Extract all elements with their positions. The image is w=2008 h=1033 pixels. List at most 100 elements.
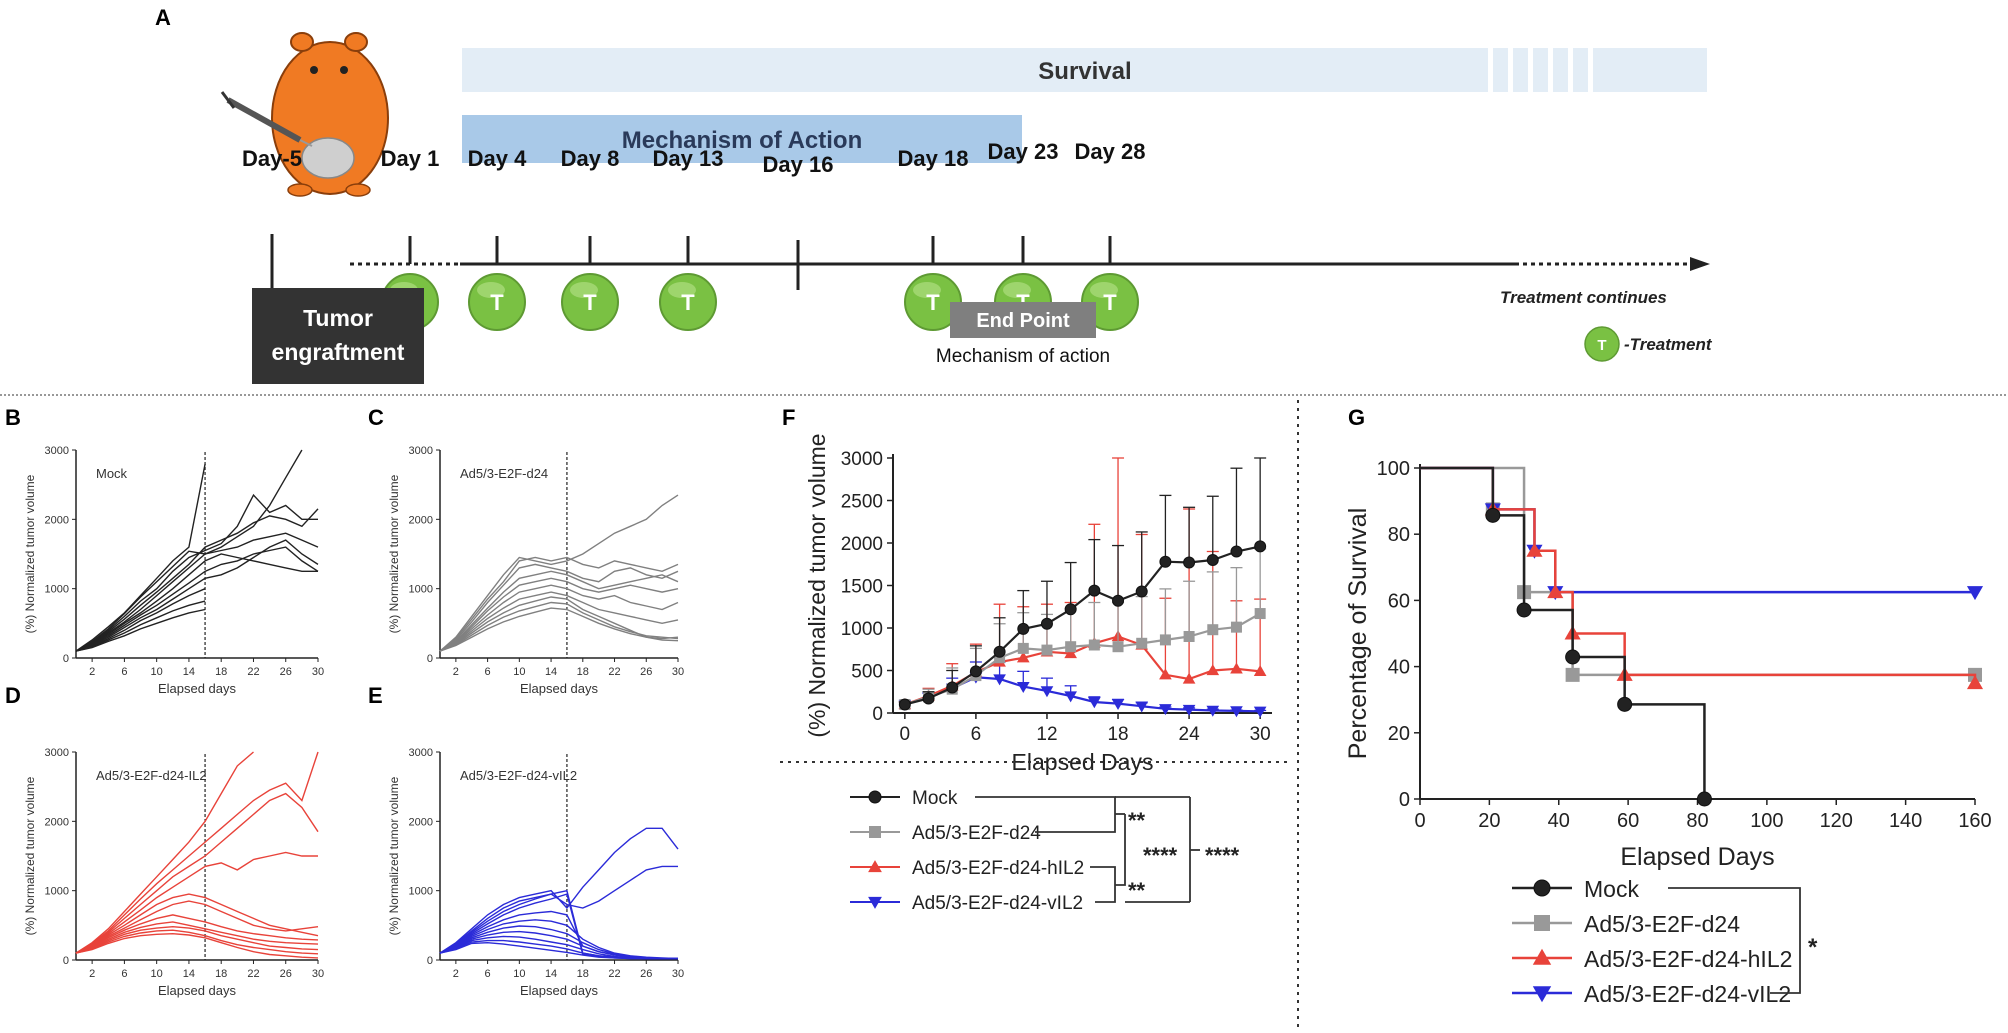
series-line: [904, 545, 1261, 706]
series-line-6: [439, 584, 679, 652]
timeline-arrowhead: [1690, 257, 1710, 271]
end-point-label: End Point: [976, 310, 1070, 332]
series-line-5: [75, 893, 319, 954]
timeline-day-day-8: Day 8: [561, 146, 620, 171]
series-lines: [75, 751, 319, 959]
y-tick-label-1000: 1000: [45, 886, 69, 898]
data-point-30: [1253, 706, 1267, 718]
x-tick-label-60: 60: [1617, 810, 1639, 832]
data-point-18: [1112, 641, 1124, 653]
treatment-marker-day-13: T: [659, 273, 717, 331]
y-tick-label-2000: 2000: [409, 514, 433, 526]
series-line-6: [75, 900, 319, 954]
data-point-22: [1159, 704, 1172, 716]
series-line-8: [75, 921, 319, 954]
series-line-2: [75, 449, 303, 652]
y-tick-label-0: 0: [63, 955, 69, 967]
y-axis-label: (%) Normalized tumor volume: [804, 433, 830, 737]
y-axis-label: (%) Normalized tumor volume: [23, 776, 37, 935]
syringe-icon: [220, 91, 313, 147]
x-axis-label: Elapsed days: [158, 681, 237, 696]
y-tick-label-3000: 3000: [409, 445, 433, 457]
data-point-8: [993, 645, 1006, 658]
legend-item-ad5-3-e2f-d24-vil2: Ad5/3-E2F-d24-vIL2: [1512, 981, 1791, 1007]
x-tick-label-22: 22: [608, 666, 620, 678]
legend-label: Ad5/3-E2F-d24: [1584, 911, 1740, 937]
significance-outer: ****: [1205, 843, 1240, 868]
data-point-30: [1253, 665, 1267, 677]
x-tick-label-26: 26: [280, 666, 292, 678]
legend-f: Mock Ad5/3-E2F-d24 Ad5/3-E2F-d24-hIL2 Ad5/3…: [850, 788, 1240, 914]
survival-marker-5: [1696, 791, 1712, 807]
x-tick-label-26: 26: [640, 666, 652, 678]
chart-f-mean-tumor-volume: 0 500 1000 1500 2000 2500 3000 0 6 12 18 24 30 Elapse…: [804, 433, 1272, 775]
series-line-2: [75, 751, 319, 954]
survival-marker-3: [1565, 649, 1581, 665]
y-tick-label-2000: 2000: [45, 514, 69, 526]
panel-letter-e: E: [368, 683, 383, 708]
panel-letter-d: D: [5, 683, 21, 708]
end-point-box: [950, 302, 1096, 338]
x-tick-label-30: 30: [312, 968, 324, 980]
data-point-28: [1230, 545, 1243, 558]
y-tick-label-1000: 1000: [45, 584, 69, 596]
y-tick-label-60: 60: [1388, 590, 1410, 612]
x-tick-label-160: 160: [1958, 810, 1991, 832]
y-axis-label: (%) Normalized tumor volume: [387, 474, 401, 633]
x-tick-label-24: 24: [1179, 724, 1201, 745]
legend-label: Ad5/3-E2F-d24-vIL2: [1584, 981, 1791, 1007]
legend-item-ad5-3-e2f-d24: Ad5/3-E2F-d24: [1512, 911, 1740, 937]
series-line-5: [439, 577, 679, 652]
data-point-20: [1135, 701, 1149, 713]
chart-g-survival: 0 20 40 60 80 100 0 20 40 60 80 100 120 140 160 Elapsed…: [1344, 458, 1992, 871]
treatment-symbol: T: [1103, 290, 1117, 315]
survival-marker-3: [1547, 584, 1564, 599]
end-point-caption: Mechanism of action: [936, 346, 1110, 367]
x-tick-label-6: 6: [485, 968, 491, 980]
legend-label: Ad5/3-E2F-d24-hIL2: [912, 858, 1084, 879]
panel-letter-c: C: [368, 405, 384, 430]
data-point-22: [1159, 634, 1171, 646]
series-line-9: [439, 601, 679, 652]
x-tick-label-40: 40: [1548, 810, 1570, 832]
data-point-24: [1182, 672, 1196, 684]
survival-marker-6: [1966, 675, 1984, 690]
legend-marker: [1532, 986, 1552, 1003]
y-axis-label: (%) Normalized tumor volume: [387, 776, 401, 935]
data-point-24: [1183, 556, 1196, 569]
x-axis-label: Elapsed Days: [1012, 749, 1154, 775]
y-tick-label-0: 0: [872, 704, 883, 725]
data-point-28: [1230, 706, 1243, 718]
x-tick-label-14: 14: [183, 666, 195, 678]
data-point-0: [898, 698, 911, 711]
data-point-22: [1159, 555, 1172, 568]
x-axis-label: Elapsed days: [158, 983, 237, 998]
survival-marker-1: [1485, 507, 1501, 523]
x-tick-label-6: 6: [485, 666, 491, 678]
legend-treatment-symbol: T: [1597, 337, 1606, 354]
treatment-marker-day-8: T: [561, 273, 619, 331]
data-point-14: [1065, 641, 1077, 653]
x-tick-label-18: 18: [1107, 724, 1128, 745]
significance-inner: ****: [1143, 843, 1178, 868]
series-line-4: [75, 508, 319, 652]
treatment-circle-highlight: [477, 282, 505, 298]
legend-treatment-icon: [1584, 326, 1620, 362]
x-tick-label-26: 26: [280, 968, 292, 980]
data-point-14: [1064, 603, 1077, 616]
data-point-12: [1041, 644, 1053, 656]
series-line-7: [75, 914, 319, 954]
x-tick-label-100: 100: [1750, 810, 1783, 832]
series-line-4: [439, 893, 678, 960]
legend-label: Ad5/3-E2F-d24-hIL2: [1584, 946, 1792, 972]
y-tick-label-3000: 3000: [45, 747, 69, 759]
axes: 0 500 1000 1500 2000 2500 3000 0 6 12 18 24 30 Elapse…: [804, 433, 1272, 775]
data-point-24: [1182, 704, 1196, 716]
survival-step-line: [1420, 466, 1977, 684]
series-line-8: [439, 930, 678, 960]
data-point-16: [1088, 584, 1101, 597]
y-axis-label: Percentage of Survival: [1344, 508, 1372, 760]
y-tick-label-40: 40: [1388, 657, 1410, 679]
panel-letter-g: G: [1348, 405, 1365, 430]
